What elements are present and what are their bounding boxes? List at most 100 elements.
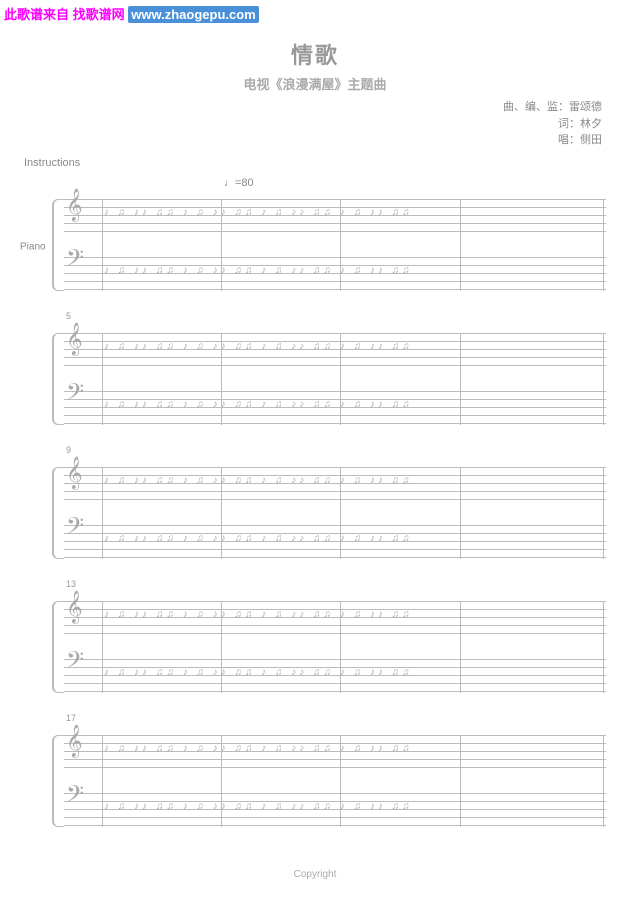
sheet-music-page: 情歌 电视《浪漫满屋》主题曲 曲、编、监：雷颂德 词：林夕 唱：侧田 Instr… xyxy=(0,0,630,880)
grand-staff-brace xyxy=(52,467,64,559)
staff-line xyxy=(64,601,606,602)
bass-clef-icon: 𝄢 xyxy=(66,647,84,680)
staff-line xyxy=(64,415,606,416)
staff-system: 13𝄞♪ ♫ ♪♪ ♫♫ ♪ ♫ ♪♪ ♫♫ ♪ ♫ ♪♪ ♫♫ ♪ ♫ ♪♪ … xyxy=(24,593,606,705)
notes-placeholder: ♪ ♫ ♪♪ ♫♫ ♪ ♫ ♪♪ ♫♫ ♪ ♫ ♪♪ ♫♫ ♪ ♫ ♪♪ ♫♫ xyxy=(104,341,602,352)
measure-number: 5 xyxy=(66,311,71,321)
staff-line xyxy=(64,257,606,258)
staff-line xyxy=(64,333,606,334)
barline xyxy=(221,735,222,827)
treble-staff xyxy=(64,333,606,373)
instrument-label: Piano xyxy=(20,241,46,252)
barline xyxy=(221,199,222,291)
barline xyxy=(340,199,341,291)
barline xyxy=(603,199,604,291)
notes-placeholder: ♪ ♫ ♪♪ ♫♫ ♪ ♫ ♪♪ ♫♫ ♪ ♫ ♪♪ ♫♫ ♪ ♫ ♪♪ ♫♫ xyxy=(104,801,602,812)
staff-line xyxy=(64,423,606,424)
staff-line xyxy=(64,491,606,492)
notes-placeholder: ♪ ♫ ♪♪ ♫♫ ♪ ♫ ♪♪ ♫♫ ♪ ♫ ♪♪ ♫♫ ♪ ♫ ♪♪ ♫♫ xyxy=(104,399,602,410)
measure-number: 9 xyxy=(66,445,71,455)
staff-line xyxy=(64,825,606,826)
staff-line xyxy=(64,391,606,392)
staff-line xyxy=(64,767,606,768)
barline xyxy=(102,601,103,693)
bass-clef-icon: 𝄢 xyxy=(66,245,84,278)
staff-line xyxy=(64,557,606,558)
staff-line xyxy=(64,793,606,794)
staff-system: 9𝄞♪ ♫ ♪♪ ♫♫ ♪ ♫ ♪♪ ♫♫ ♪ ♫ ♪♪ ♫♫ ♪ ♫ ♪♪ ♫… xyxy=(24,459,606,571)
treble-clef-icon: 𝄞 xyxy=(66,725,83,758)
treble-clef-icon: 𝄞 xyxy=(66,591,83,624)
staff-line xyxy=(64,365,606,366)
bass-staff xyxy=(64,391,606,431)
barline xyxy=(340,467,341,559)
barline xyxy=(460,199,461,291)
watermark-prefix: 此歌谱来自 找歌谱网 xyxy=(4,7,125,22)
bass-staff xyxy=(64,525,606,565)
measure-number: 13 xyxy=(66,579,76,589)
grand-staff-brace xyxy=(52,601,64,693)
notes-placeholder: ♪ ♫ ♪♪ ♫♫ ♪ ♫ ♪♪ ♫♫ ♪ ♫ ♪♪ ♫♫ ♪ ♫ ♪♪ ♫♫ xyxy=(104,609,602,620)
notes-placeholder: ♪ ♫ ♪♪ ♫♫ ♪ ♫ ♪♪ ♫♫ ♪ ♫ ♪♪ ♫♫ ♪ ♫ ♪♪ ♫♫ xyxy=(104,743,602,754)
credit-composer: 曲、编、监：雷颂德 xyxy=(18,99,602,116)
barline xyxy=(603,601,604,693)
barline xyxy=(603,333,604,425)
staff-line xyxy=(64,525,606,526)
staff-line xyxy=(64,683,606,684)
staff-line xyxy=(64,817,606,818)
watermark: 此歌谱来自 找歌谱网 www.zhaogepu.com xyxy=(4,4,259,23)
staff-line xyxy=(64,467,606,468)
staff-line xyxy=(64,289,606,290)
measure-number: 17 xyxy=(66,713,76,723)
staff-line xyxy=(64,659,606,660)
treble-clef-icon: 𝄞 xyxy=(66,189,83,222)
barline xyxy=(221,333,222,425)
staff-line xyxy=(64,759,606,760)
barline xyxy=(340,333,341,425)
barline xyxy=(460,467,461,559)
barline xyxy=(460,735,461,827)
staff-line xyxy=(64,691,606,692)
staff-line xyxy=(64,357,606,358)
staff-line xyxy=(64,633,606,634)
staff-line xyxy=(64,231,606,232)
treble-staff xyxy=(64,199,606,239)
barline xyxy=(102,735,103,827)
credits: 曲、编、监：雷颂德 词：林夕 唱：侧田 xyxy=(18,99,612,149)
notes-placeholder: ♪ ♫ ♪♪ ♫♫ ♪ ♫ ♪♪ ♫♫ ♪ ♫ ♪♪ ♫♫ ♪ ♫ ♪♪ ♫♫ xyxy=(104,265,602,276)
bass-staff xyxy=(64,659,606,699)
grand-staff-brace xyxy=(52,199,64,291)
barline xyxy=(340,601,341,693)
staff-line xyxy=(64,735,606,736)
barline xyxy=(340,735,341,827)
barline xyxy=(460,333,461,425)
barline xyxy=(460,601,461,693)
treble-clef-icon: 𝄞 xyxy=(66,457,83,490)
notes-placeholder: ♪ ♫ ♪♪ ♫♫ ♪ ♫ ♪♪ ♫♫ ♪ ♫ ♪♪ ♫♫ ♪ ♫ ♪♪ ♫♫ xyxy=(104,475,602,486)
staff-line xyxy=(64,199,606,200)
bass-clef-icon: 𝄢 xyxy=(66,513,84,546)
staff-line xyxy=(64,223,606,224)
barline xyxy=(102,199,103,291)
treble-staff xyxy=(64,601,606,641)
staff-line xyxy=(64,499,606,500)
notes-placeholder: ♪ ♫ ♪♪ ♫♫ ♪ ♫ ♪♪ ♫♫ ♪ ♫ ♪♪ ♫♫ ♪ ♫ ♪♪ ♫♫ xyxy=(104,667,602,678)
barline xyxy=(102,467,103,559)
copyright: Copyright xyxy=(18,869,612,880)
barline xyxy=(221,467,222,559)
title-block: 情歌 电视《浪漫满屋》主题曲 xyxy=(18,38,612,93)
staff-system: 17𝄞♪ ♫ ♪♪ ♫♫ ♪ ♫ ♪♪ ♫♫ ♪ ♫ ♪♪ ♫♫ ♪ ♫ ♪♪ … xyxy=(24,727,606,839)
bass-staff xyxy=(64,257,606,297)
bass-clef-icon: 𝄢 xyxy=(66,781,84,814)
bass-staff xyxy=(64,793,606,833)
treble-clef-icon: 𝄞 xyxy=(66,323,83,356)
watermark-url: www.zhaogepu.com xyxy=(128,6,258,23)
notes-placeholder: ♪ ♫ ♪♪ ♫♫ ♪ ♫ ♪♪ ♫♫ ♪ ♫ ♪♪ ♫♫ ♪ ♫ ♪♪ ♫♫ xyxy=(104,207,602,218)
barline xyxy=(603,735,604,827)
notes-placeholder: ♪ ♫ ♪♪ ♫♫ ♪ ♫ ♪♪ ♫♫ ♪ ♫ ♪♪ ♫♫ ♪ ♫ ♪♪ ♫♫ xyxy=(104,533,602,544)
credit-singer: 唱：侧田 xyxy=(18,132,602,149)
grand-staff-brace xyxy=(52,333,64,425)
treble-staff xyxy=(64,467,606,507)
bass-clef-icon: 𝄢 xyxy=(66,379,84,412)
barline xyxy=(221,601,222,693)
